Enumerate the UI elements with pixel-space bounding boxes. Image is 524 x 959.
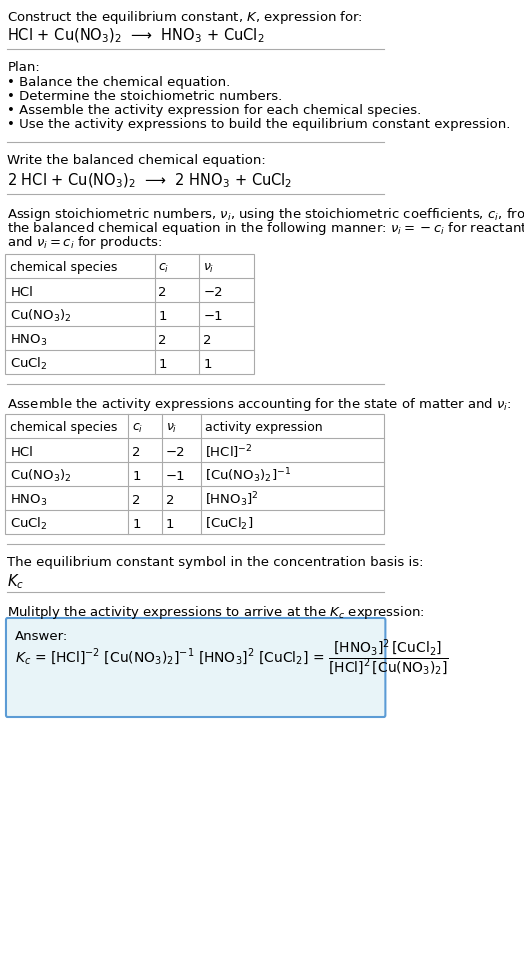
Text: −1: −1 xyxy=(203,310,223,322)
Text: $K_c$: $K_c$ xyxy=(7,572,25,591)
Text: HNO$_3$: HNO$_3$ xyxy=(10,333,48,347)
Text: $c_i$: $c_i$ xyxy=(132,421,144,434)
Text: and $\nu_i = c_i$ for products:: and $\nu_i = c_i$ for products: xyxy=(7,234,163,251)
Text: HCl + Cu(NO$_3$)$_2$  ⟶  HNO$_3$ + CuCl$_2$: HCl + Cu(NO$_3$)$_2$ ⟶ HNO$_3$ + CuCl$_2… xyxy=(7,27,265,45)
Text: HCl: HCl xyxy=(10,286,34,298)
Text: $K_c$ = [HCl]$^{-2}$ [Cu(NO$_3$)$_2$]$^{-1}$ [HNO$_3$]$^2$ [CuCl$_2$] = $\dfrac{: $K_c$ = [HCl]$^{-2}$ [Cu(NO$_3$)$_2$]$^{… xyxy=(15,638,449,678)
Text: $\nu_i$: $\nu_i$ xyxy=(166,421,177,434)
Text: HNO$_3$: HNO$_3$ xyxy=(10,493,48,507)
Text: • Use the activity expressions to build the equilibrium constant expression.: • Use the activity expressions to build … xyxy=(7,118,511,131)
Text: [HNO$_3$]$^2$: [HNO$_3$]$^2$ xyxy=(205,491,258,509)
Bar xyxy=(5,414,384,534)
Bar xyxy=(5,254,254,374)
Text: $c_i$: $c_i$ xyxy=(158,262,170,274)
Text: HCl: HCl xyxy=(10,446,34,458)
Text: 1: 1 xyxy=(158,358,167,370)
Text: Construct the equilibrium constant, $K$, expression for:: Construct the equilibrium constant, $K$,… xyxy=(7,9,363,26)
Text: CuCl$_2$: CuCl$_2$ xyxy=(10,516,48,532)
Text: 2 HCl + Cu(NO$_3$)$_2$  ⟶  2 HNO$_3$ + CuCl$_2$: 2 HCl + Cu(NO$_3$)$_2$ ⟶ 2 HNO$_3$ + CuC… xyxy=(7,172,293,191)
Text: Cu(NO$_3$)$_2$: Cu(NO$_3$)$_2$ xyxy=(10,308,72,324)
Text: activity expression: activity expression xyxy=(205,422,322,434)
Text: −2: −2 xyxy=(203,286,223,298)
Text: • Assemble the activity expression for each chemical species.: • Assemble the activity expression for e… xyxy=(7,104,422,117)
Text: The equilibrium constant symbol in the concentration basis is:: The equilibrium constant symbol in the c… xyxy=(7,556,424,569)
Text: • Balance the chemical equation.: • Balance the chemical equation. xyxy=(7,76,231,89)
Text: the balanced chemical equation in the following manner: $\nu_i = -c_i$ for react: the balanced chemical equation in the fo… xyxy=(7,220,524,237)
Text: −2: −2 xyxy=(166,446,185,458)
Text: Mulitply the activity expressions to arrive at the $K_c$ expression:: Mulitply the activity expressions to arr… xyxy=(7,604,425,621)
Text: 2: 2 xyxy=(132,446,141,458)
Text: 2: 2 xyxy=(166,494,174,506)
FancyBboxPatch shape xyxy=(6,618,385,717)
Text: [HCl]$^{-2}$: [HCl]$^{-2}$ xyxy=(205,443,252,460)
Text: 1: 1 xyxy=(158,310,167,322)
Text: Assign stoichiometric numbers, $\nu_i$, using the stoichiometric coefficients, $: Assign stoichiometric numbers, $\nu_i$, … xyxy=(7,206,524,223)
Text: [CuCl$_2$]: [CuCl$_2$] xyxy=(205,516,253,532)
Text: CuCl$_2$: CuCl$_2$ xyxy=(10,356,48,372)
Text: 2: 2 xyxy=(203,334,212,346)
Text: 1: 1 xyxy=(166,518,174,530)
Text: 2: 2 xyxy=(158,334,167,346)
Text: Write the balanced chemical equation:: Write the balanced chemical equation: xyxy=(7,154,266,167)
Text: Answer:: Answer: xyxy=(15,630,68,643)
Text: chemical species: chemical species xyxy=(10,262,118,274)
Text: 1: 1 xyxy=(132,470,141,482)
Text: Assemble the activity expressions accounting for the state of matter and $\nu_i$: Assemble the activity expressions accoun… xyxy=(7,396,512,413)
Text: 2: 2 xyxy=(158,286,167,298)
Text: [Cu(NO$_3$)$_2$]$^{-1}$: [Cu(NO$_3$)$_2$]$^{-1}$ xyxy=(205,467,291,485)
Text: Cu(NO$_3$)$_2$: Cu(NO$_3$)$_2$ xyxy=(10,468,72,484)
Text: 2: 2 xyxy=(132,494,141,506)
Text: $\nu_i$: $\nu_i$ xyxy=(203,262,214,274)
Text: • Determine the stoichiometric numbers.: • Determine the stoichiometric numbers. xyxy=(7,90,283,103)
Text: Plan:: Plan: xyxy=(7,61,40,74)
Text: 1: 1 xyxy=(132,518,141,530)
Text: −1: −1 xyxy=(166,470,185,482)
Text: chemical species: chemical species xyxy=(10,422,118,434)
Text: 1: 1 xyxy=(203,358,212,370)
